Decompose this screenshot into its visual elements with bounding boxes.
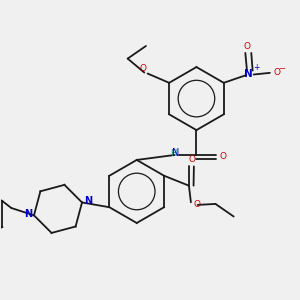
Text: O: O bbox=[273, 68, 280, 77]
Text: −: − bbox=[278, 64, 285, 74]
Text: H: H bbox=[170, 149, 176, 158]
Text: N: N bbox=[24, 209, 32, 219]
Text: +: + bbox=[253, 63, 259, 72]
Text: O: O bbox=[243, 42, 250, 51]
Text: N: N bbox=[244, 69, 253, 79]
Text: N: N bbox=[84, 196, 92, 206]
Text: O: O bbox=[194, 200, 201, 209]
Text: O: O bbox=[219, 152, 226, 161]
Text: N: N bbox=[172, 148, 179, 158]
Text: O: O bbox=[139, 64, 146, 73]
Text: O: O bbox=[188, 155, 195, 164]
